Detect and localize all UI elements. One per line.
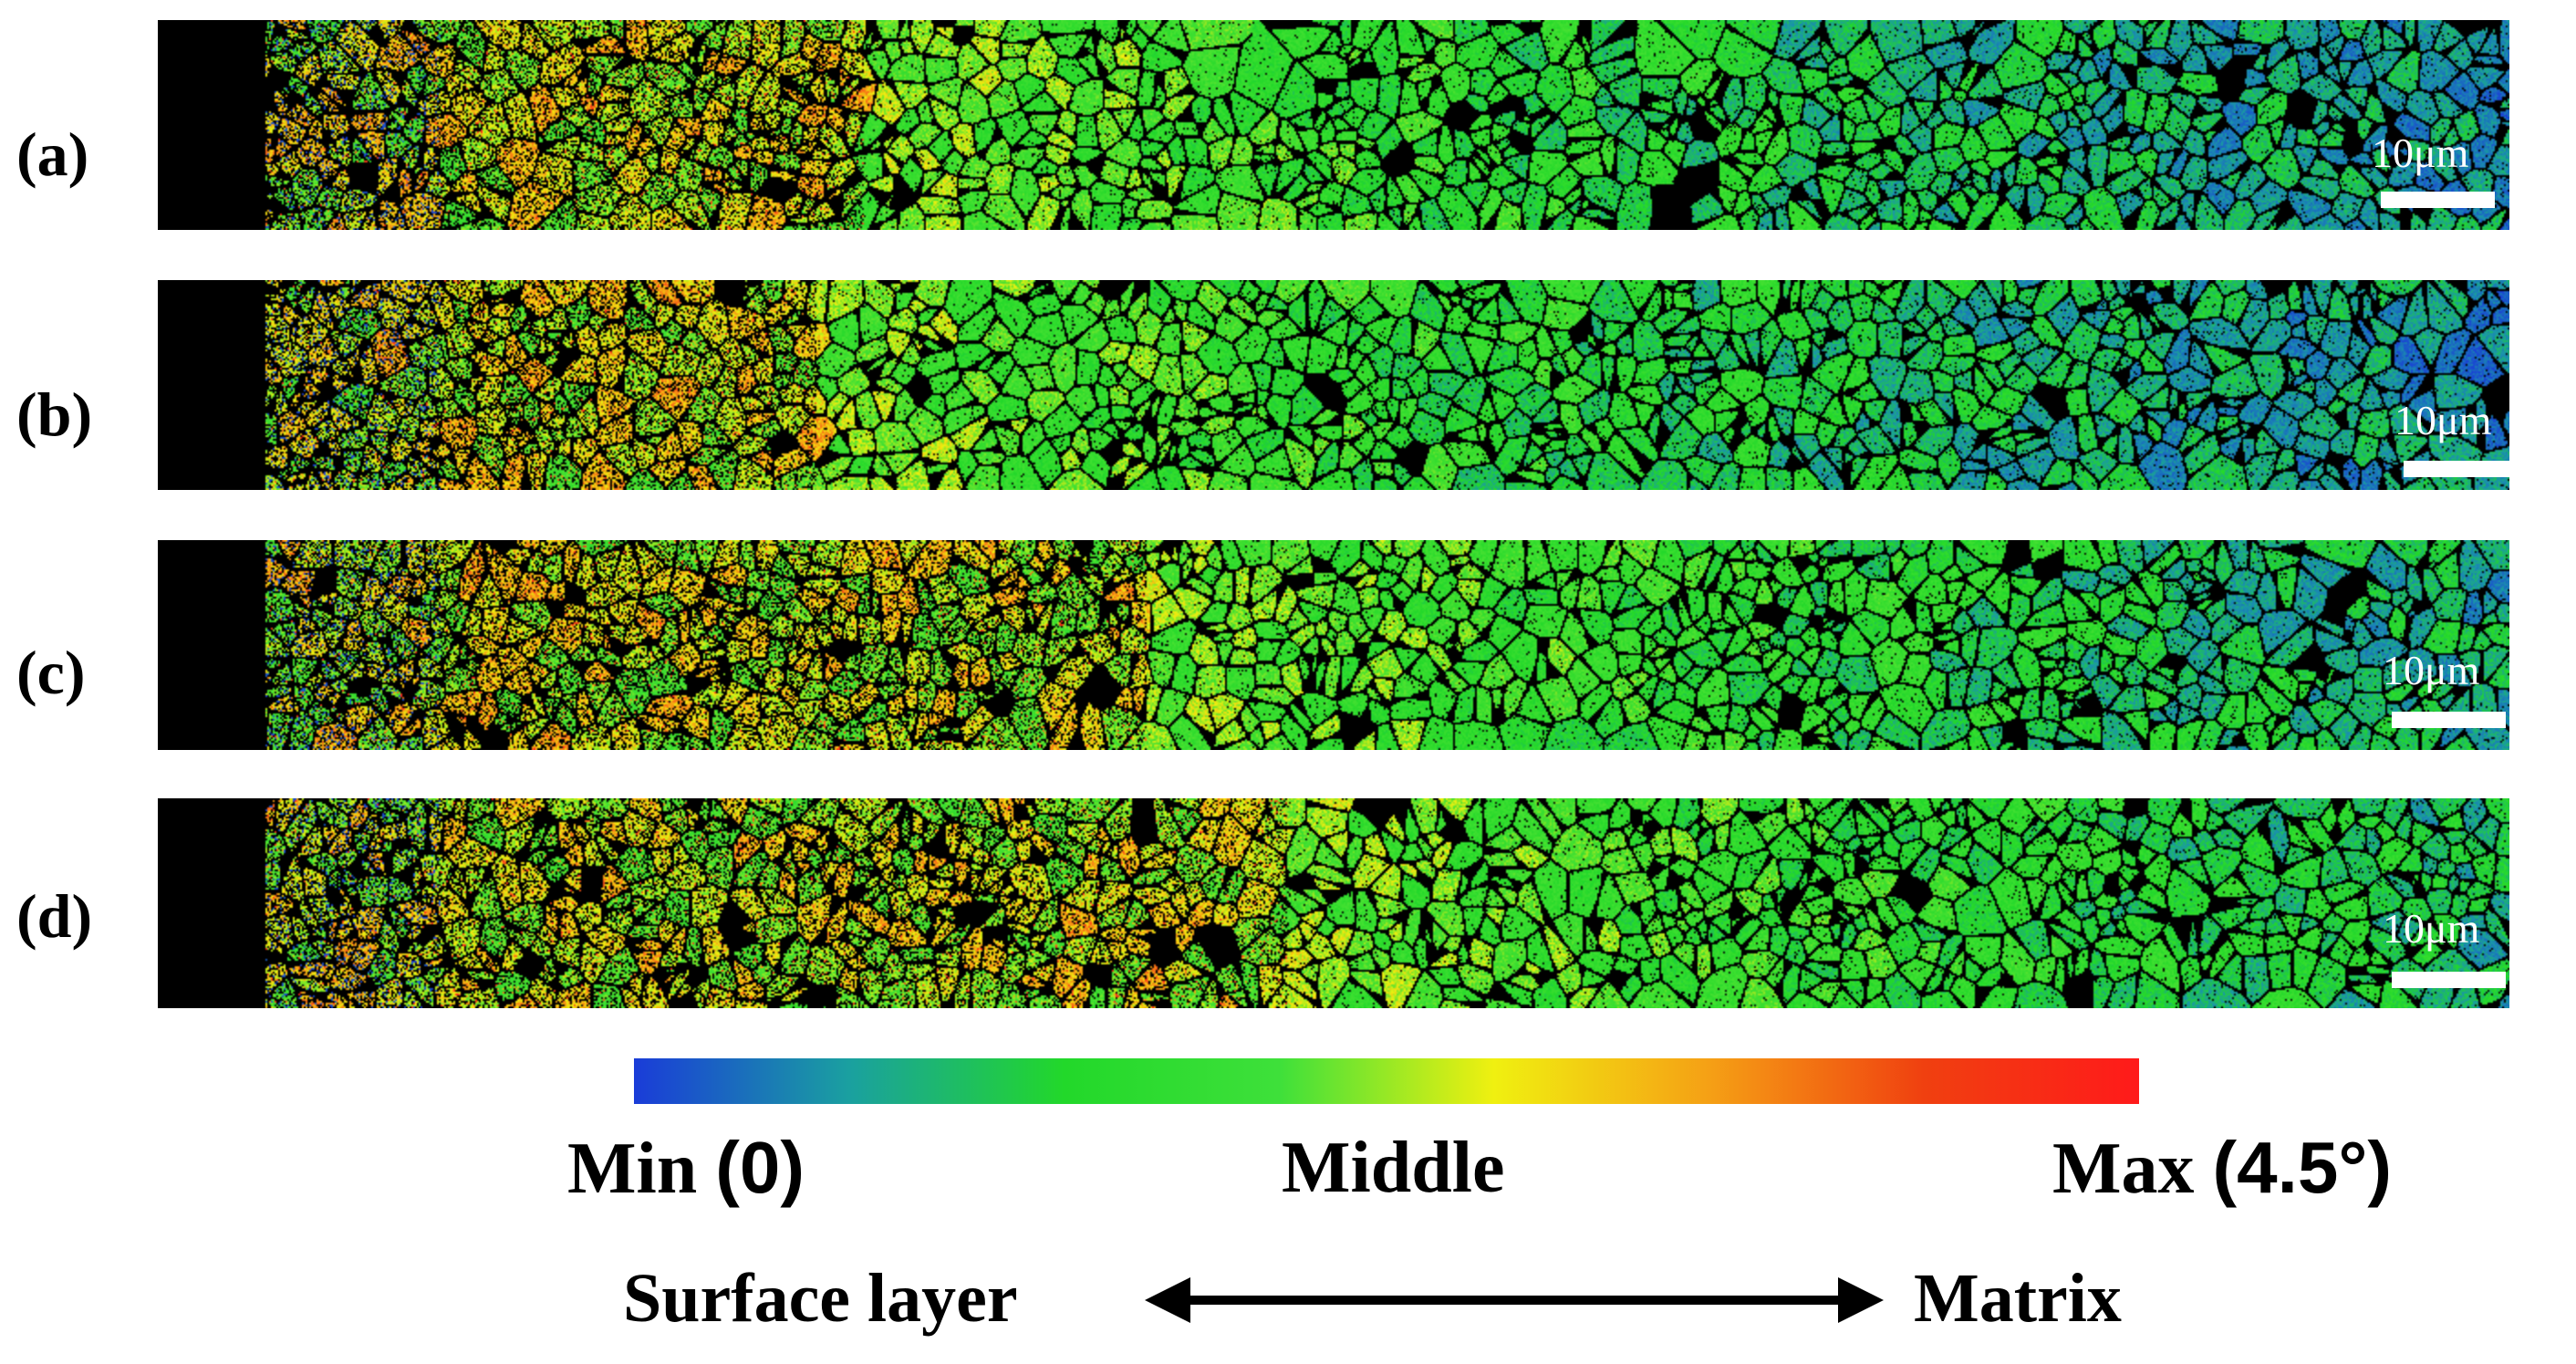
colorbar-max-label: Max (4.5°) <box>2052 1131 2392 1206</box>
panel-label-b: (b) <box>16 380 93 449</box>
scalebar-label-a: 10μm <box>2372 130 2469 176</box>
double-arrow-icon <box>1145 1277 1884 1323</box>
scalebar-d <box>2392 972 2506 988</box>
scalebar-label-c: 10μm <box>2383 647 2480 693</box>
colorbar-max-value: (4.5°) <box>2212 1127 2392 1208</box>
misorientation-map-a <box>158 20 2509 230</box>
colorbar-middle-label: Middle <box>1282 1128 1505 1208</box>
scalebar-a <box>2381 192 2495 208</box>
colorbar-min-word: Min <box>567 1129 698 1209</box>
panel-label-a: (a) <box>16 120 89 189</box>
misorientation-map-d <box>158 798 2509 1008</box>
direction-left-label: Surface layer <box>623 1260 1018 1337</box>
colorbar-min-label: Min (0) <box>567 1131 805 1206</box>
panel-label-c: (c) <box>16 638 86 707</box>
colorbar-max-word: Max <box>2052 1129 2195 1209</box>
colorbar-min-value: (0) <box>715 1127 805 1208</box>
scalebar-c <box>2392 712 2506 728</box>
scalebar-b <box>2404 461 2513 477</box>
misorientation-colorbar <box>634 1058 2139 1104</box>
panel-label-d: (d) <box>16 881 93 951</box>
scalebar-label-d: 10μm <box>2383 905 2480 952</box>
direction-right-label: Matrix <box>1914 1260 2122 1337</box>
scalebar-label-b: 10μm <box>2394 397 2492 443</box>
misorientation-map-c <box>158 540 2509 750</box>
misorientation-map-b <box>158 280 2509 490</box>
